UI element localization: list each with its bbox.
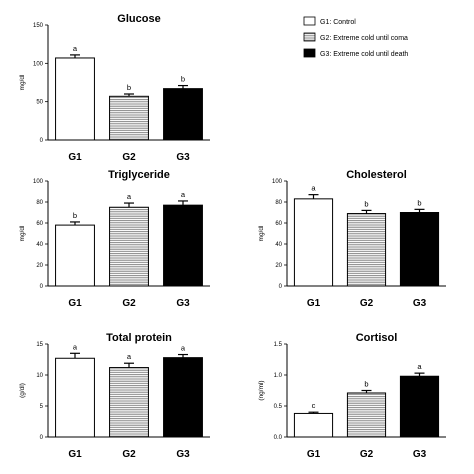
bar-g2 <box>109 206 149 287</box>
bar-g3 <box>163 357 203 438</box>
y-axis-label: mg/dl <box>19 225 26 241</box>
chart-title: Cortisol <box>356 332 398 344</box>
significance-letter: a <box>73 342 78 351</box>
y-tick-label: 0.0 <box>274 435 283 441</box>
y-tick-label: 100 <box>272 179 283 185</box>
y-tick-label: 0 <box>40 435 44 441</box>
x-tick-label: G1 <box>68 298 82 309</box>
y-tick-label: 20 <box>36 263 43 269</box>
x-tick-label: G1 <box>307 449 321 460</box>
bar-g2 <box>346 392 387 438</box>
significance-letter: a <box>73 44 78 53</box>
significance-letter: b <box>417 198 421 207</box>
y-tick-label: 0 <box>279 284 283 290</box>
legend-swatch-g3 <box>303 48 316 58</box>
y-tick-label: 1.5 <box>274 342 283 348</box>
significance-letter: a <box>311 184 316 193</box>
y-tick-label: 10 <box>36 373 43 379</box>
bar-g3 <box>399 375 440 438</box>
bar-g3 <box>163 204 203 287</box>
y-tick-label: 60 <box>36 221 43 227</box>
bar-g1 <box>293 412 334 438</box>
x-tick-label: G2 <box>360 449 374 460</box>
significance-letter: c <box>312 401 316 410</box>
chart-title: Cholesterol <box>346 169 407 181</box>
x-tick-label: G3 <box>413 298 427 309</box>
legend: G1: Control G2: Extreme cold until coma … <box>303 16 408 58</box>
x-tick-label: G1 <box>68 449 82 460</box>
chart-panels: 050100150mg/dlGlucoseaG1bG2bG30204060801… <box>19 13 446 460</box>
y-tick-label: 40 <box>36 242 43 248</box>
y-tick-label: 20 <box>275 263 282 269</box>
y-tick-label: 100 <box>33 61 44 67</box>
x-tick-label: G2 <box>122 449 136 460</box>
legend-swatch-g1 <box>303 16 316 26</box>
y-tick-label: 1.0 <box>274 373 283 379</box>
significance-letter: a <box>181 344 186 353</box>
significance-letter: b <box>73 211 77 220</box>
chart-panel-glucose: 0 50 100 150 mg/dl Glucose a G1 b G2 b G3 <box>19 13 210 163</box>
x-tick-label: G2 <box>122 298 136 309</box>
chart-title: Total protein <box>106 332 172 344</box>
bar-g1 <box>55 357 95 438</box>
bar-g2 <box>109 95 149 141</box>
y-tick-label: 60 <box>275 221 282 227</box>
bar-g2 <box>109 367 149 438</box>
y-tick-label: 80 <box>275 200 282 206</box>
bar-g1 <box>55 57 95 141</box>
y-axis-label: mg/dl <box>258 225 265 241</box>
y-axis-label: mg/dl <box>19 74 26 90</box>
chart-panel-cholesterol: 0 20 40 60 80 100 mg/dl Cholesterol a G1 b G2 b G3 <box>258 169 446 309</box>
chart-panel-triglyceride: 0 20 40 60 80 100 mg/dl Triglyceride b G1 a G2 a G3 <box>19 169 210 309</box>
y-axis-label: (ng/ml) <box>258 380 265 400</box>
significance-letter: a <box>127 192 132 201</box>
significance-letter: b <box>364 199 368 208</box>
significance-letter: a <box>127 352 132 361</box>
y-tick-label: 0 <box>40 284 44 290</box>
significance-letter: b <box>181 75 185 84</box>
x-tick-label: G3 <box>176 152 190 163</box>
y-tick-label: 0.5 <box>274 404 283 410</box>
chart-title: Glucose <box>117 13 160 25</box>
x-tick-label: G3 <box>176 449 190 460</box>
x-tick-label: G3 <box>176 298 190 309</box>
x-tick-label: G2 <box>360 298 374 309</box>
y-tick-label: 5 <box>40 404 44 410</box>
x-tick-label: G3 <box>413 449 427 460</box>
y-axis-label: (g/dl) <box>19 383 26 398</box>
bar-g1 <box>293 198 334 287</box>
y-tick-label: 100 <box>33 179 44 185</box>
chart-panel-total-protein: 0 5 10 15 (g/dl) Total protein a G1 a G2 a G3 <box>19 332 210 460</box>
legend-label-g1: G1: Control <box>320 19 356 26</box>
y-tick-label: 0 <box>40 138 44 144</box>
significance-letter: b <box>364 380 368 389</box>
y-tick-label: 15 <box>36 342 43 348</box>
significance-letter: b <box>127 83 131 92</box>
chart-panel-cortisol: 0.0 0.5 1.0 1.5 (ng/ml) Cortisol c G1 b G2 a G3 <box>258 332 446 460</box>
legend-label-g3: G3: Extreme cold until death <box>320 51 408 58</box>
legend-swatch-g2 <box>303 32 316 42</box>
chart-title: Triglyceride <box>108 169 170 181</box>
significance-letter: a <box>417 362 422 371</box>
bar-g2 <box>346 213 387 287</box>
significance-letter: a <box>181 190 186 199</box>
x-tick-label: G1 <box>307 298 321 309</box>
legend-label-g2: G2: Extreme cold until coma <box>320 35 408 42</box>
x-tick-label: G2 <box>122 152 136 163</box>
x-tick-label: G1 <box>68 152 82 163</box>
bar-g3 <box>399 212 440 287</box>
y-tick-label: 40 <box>275 242 282 248</box>
bar-g3 <box>163 88 203 141</box>
y-tick-label: 150 <box>33 23 44 29</box>
y-tick-label: 50 <box>36 100 43 106</box>
y-tick-label: 80 <box>36 200 43 206</box>
bar-g1 <box>55 224 95 287</box>
